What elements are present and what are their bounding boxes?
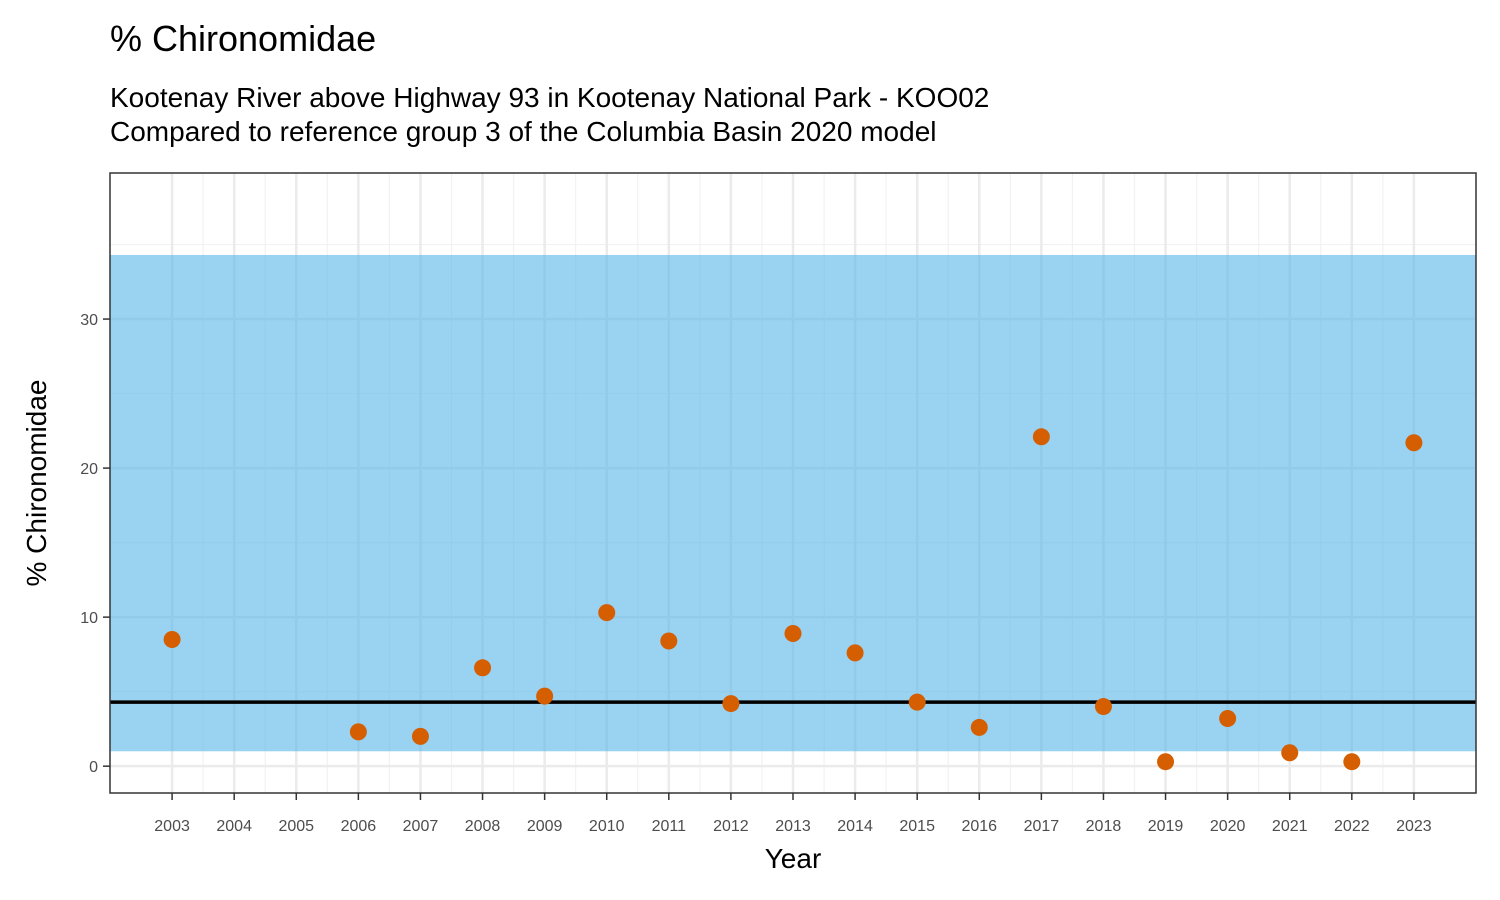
y-tick-label: 20 [80,461,98,478]
x-tick-label: 2019 [1148,818,1184,835]
y-tick-label: 0 [89,759,98,776]
chart-title: % Chironomidae [110,18,377,59]
x-tick-label: 2005 [278,818,314,835]
data-point [349,723,367,741]
x-tick-label: 2009 [527,818,563,835]
x-tick-label: 2010 [589,818,625,835]
x-axis-title: Year [765,843,822,874]
data-point [1343,753,1361,771]
data-point [411,727,429,745]
data-point [908,693,926,711]
x-tick-label: 2003 [154,818,190,835]
x-tick-label: 2018 [1086,818,1122,835]
x-tick-label: 2022 [1334,818,1370,835]
data-point [660,632,678,650]
data-point [474,659,492,677]
chart-subtitle-line-1: Kootenay River above Highway 93 in Koote… [110,82,990,113]
x-tick-label: 2014 [837,818,873,835]
x-tick-label: 2021 [1272,818,1308,835]
data-point [1405,434,1423,452]
x-tick-label: 2013 [775,818,811,835]
data-point [163,630,181,648]
chart-subtitle-line-2: Compared to reference group 3 of the Col… [110,116,937,147]
x-tick-label: 2020 [1210,818,1246,835]
x-tick-label: 2023 [1396,818,1432,835]
y-tick-label: 10 [80,610,98,627]
x-tick-label: 2011 [652,818,687,835]
data-point [784,625,802,643]
data-point [970,718,988,736]
data-point [598,604,616,622]
data-point [1032,428,1050,446]
y-axis-title: % Chironomidae [21,380,52,587]
data-point [1281,744,1299,762]
x-tick-label: 2012 [713,818,749,835]
x-tick-label: 2015 [899,818,935,835]
x-tick-label: 2007 [403,818,439,835]
axes: 2003 2004 2005 2006 2007 2008 2009 2010 2011 2012… [80,312,1432,835]
x-tick-label: 2008 [465,818,501,835]
data-point [846,644,864,662]
x-tick-label: 2006 [341,818,377,835]
x-tick-label: 2004 [216,818,252,835]
reference-band [110,254,1476,752]
data-point [1157,753,1175,771]
y-tick-label: 30 [80,312,98,329]
x-tick-label: 2017 [1024,818,1060,835]
data-point [722,695,740,713]
data-point [1094,698,1112,716]
data-point [536,687,554,705]
data-point [1219,709,1237,727]
data-points [163,428,1423,771]
x-tick-label: 2016 [961,818,997,835]
